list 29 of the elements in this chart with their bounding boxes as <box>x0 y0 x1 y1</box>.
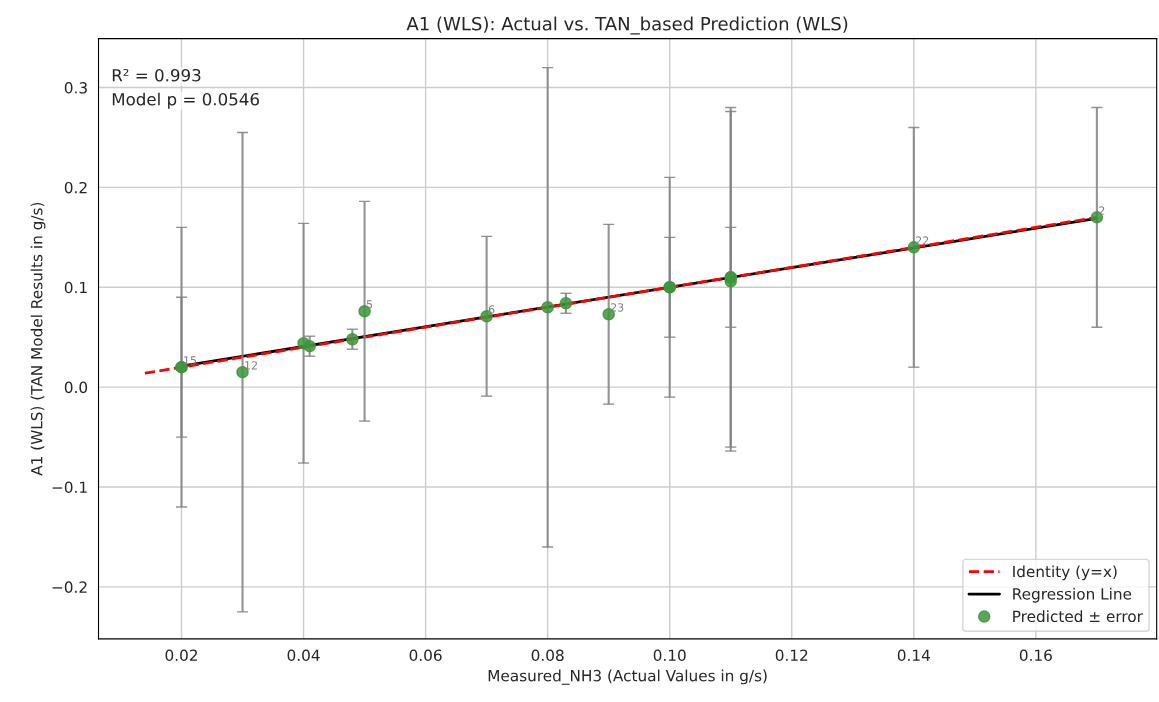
y-tick-label: 0.0 <box>64 381 88 394</box>
x-tick-label: 0.14 <box>897 649 930 662</box>
y-tick-label: 0.3 <box>64 82 87 94</box>
annotation: Model p = 0.0546 <box>112 92 259 109</box>
y-tick-label: 0.2 <box>64 181 87 194</box>
x-tick-label: 0.08 <box>531 649 564 662</box>
legend-label: Predicted ± error <box>1013 610 1143 623</box>
annotation: 2 <box>1099 206 1105 215</box>
y-axis-title: A1 (WLS) (TAN Model Results in g/s) <box>30 202 46 476</box>
x-tick-label: 0.02 <box>165 649 197 662</box>
y-tick-label: 0.1 <box>64 281 87 294</box>
x-axis-title: Measured_NH3 (Actual Values in g/s) <box>488 669 767 685</box>
x-tick-label: 0.16 <box>1019 649 1052 662</box>
x-tick-label: 0.04 <box>287 649 320 662</box>
chart-title: A1 (WLS): Actual vs. TAN_based Prediction (WLS) <box>406 16 848 35</box>
legend-label: Regression Line <box>1013 587 1132 603</box>
y-tick-label: −0.2 <box>52 581 87 593</box>
annotation: 15 <box>184 356 197 365</box>
y-tick-label: −0.1 <box>52 481 87 494</box>
x-tick-label: 0.06 <box>409 649 442 662</box>
annotation: R² = 0.993 <box>112 68 201 82</box>
x-tick-label: 0.12 <box>775 649 808 662</box>
x-tick-label: 0.10 <box>653 649 686 662</box>
annotation: 12 <box>245 361 257 370</box>
annotation: 23 <box>610 303 624 312</box>
annotation: 22 <box>916 236 929 245</box>
annotation: 6 <box>488 305 495 314</box>
legend-label: Identity (y=x) <box>1013 565 1117 581</box>
annotation: 5 <box>366 300 373 309</box>
